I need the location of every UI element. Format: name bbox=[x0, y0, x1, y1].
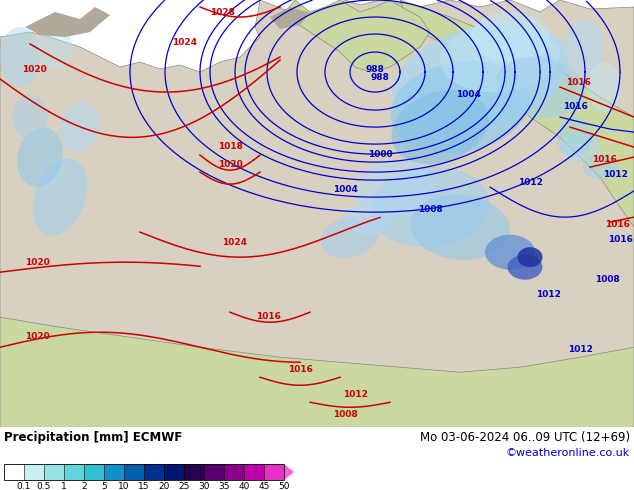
Polygon shape bbox=[244, 464, 264, 480]
Text: 1016: 1016 bbox=[562, 102, 588, 111]
Polygon shape bbox=[285, 0, 430, 72]
Polygon shape bbox=[104, 464, 124, 480]
Polygon shape bbox=[184, 464, 204, 480]
Text: 5: 5 bbox=[101, 482, 107, 490]
Ellipse shape bbox=[13, 95, 48, 140]
Text: 40: 40 bbox=[238, 482, 250, 490]
Text: 0.5: 0.5 bbox=[37, 482, 51, 490]
Ellipse shape bbox=[564, 20, 604, 74]
Ellipse shape bbox=[440, 22, 560, 92]
Text: 45: 45 bbox=[258, 482, 269, 490]
Text: 1000: 1000 bbox=[368, 150, 392, 159]
Ellipse shape bbox=[495, 56, 585, 118]
Text: 1012: 1012 bbox=[567, 345, 592, 354]
Text: 1016: 1016 bbox=[288, 365, 313, 374]
Polygon shape bbox=[4, 464, 24, 480]
Ellipse shape bbox=[0, 27, 40, 87]
Polygon shape bbox=[284, 464, 294, 480]
Text: 15: 15 bbox=[138, 482, 150, 490]
Text: 2: 2 bbox=[81, 482, 87, 490]
Text: 1004: 1004 bbox=[456, 90, 481, 99]
Polygon shape bbox=[25, 7, 110, 37]
Polygon shape bbox=[124, 464, 144, 480]
Text: 0.1: 0.1 bbox=[17, 482, 31, 490]
Text: 1020: 1020 bbox=[25, 258, 49, 267]
Text: 1016: 1016 bbox=[256, 312, 280, 321]
Ellipse shape bbox=[583, 155, 618, 180]
Polygon shape bbox=[204, 464, 224, 480]
Polygon shape bbox=[0, 0, 634, 427]
Text: 25: 25 bbox=[178, 482, 190, 490]
Ellipse shape bbox=[33, 159, 87, 236]
Text: 988: 988 bbox=[370, 73, 389, 82]
Polygon shape bbox=[44, 464, 64, 480]
Polygon shape bbox=[270, 7, 310, 29]
Polygon shape bbox=[24, 464, 44, 480]
Polygon shape bbox=[0, 317, 634, 427]
Ellipse shape bbox=[60, 102, 100, 152]
Text: 1020: 1020 bbox=[22, 65, 47, 74]
Polygon shape bbox=[164, 464, 184, 480]
Text: 1008: 1008 bbox=[418, 205, 443, 214]
Text: 35: 35 bbox=[218, 482, 230, 490]
Ellipse shape bbox=[391, 61, 529, 153]
Text: Mo 03-06-2024 06..09 UTC (12+69): Mo 03-06-2024 06..09 UTC (12+69) bbox=[420, 431, 630, 444]
Text: 988: 988 bbox=[366, 65, 384, 74]
Text: 1024: 1024 bbox=[172, 38, 198, 47]
Text: 20: 20 bbox=[158, 482, 170, 490]
Ellipse shape bbox=[370, 167, 490, 247]
Ellipse shape bbox=[557, 117, 592, 157]
Text: 1028: 1028 bbox=[210, 8, 235, 17]
Text: 1012: 1012 bbox=[517, 178, 543, 187]
Text: Precipitation [mm] ECMWF: Precipitation [mm] ECMWF bbox=[4, 431, 182, 444]
Ellipse shape bbox=[470, 12, 550, 62]
Text: 10: 10 bbox=[119, 482, 130, 490]
Polygon shape bbox=[144, 464, 164, 480]
Ellipse shape bbox=[345, 199, 395, 235]
Text: ©weatheronline.co.uk: ©weatheronline.co.uk bbox=[506, 448, 630, 458]
Text: 1016: 1016 bbox=[566, 78, 590, 87]
Text: 1008: 1008 bbox=[333, 410, 358, 419]
Ellipse shape bbox=[321, 216, 379, 258]
Text: 1024: 1024 bbox=[223, 238, 247, 247]
Text: 1020: 1020 bbox=[25, 332, 49, 341]
Ellipse shape bbox=[37, 24, 73, 70]
Text: 1012: 1012 bbox=[342, 390, 368, 399]
Polygon shape bbox=[64, 464, 84, 480]
Text: 1008: 1008 bbox=[595, 275, 619, 284]
Ellipse shape bbox=[392, 90, 488, 164]
Text: 1004: 1004 bbox=[333, 185, 358, 194]
Text: 1012: 1012 bbox=[536, 290, 560, 299]
Text: 1016: 1016 bbox=[605, 220, 630, 229]
Ellipse shape bbox=[507, 255, 543, 280]
Ellipse shape bbox=[410, 195, 510, 260]
Text: 1: 1 bbox=[61, 482, 67, 490]
Ellipse shape bbox=[586, 62, 621, 112]
Ellipse shape bbox=[392, 24, 568, 131]
Text: 1018: 1018 bbox=[217, 142, 242, 151]
Text: 30: 30 bbox=[198, 482, 210, 490]
Ellipse shape bbox=[355, 159, 435, 215]
Polygon shape bbox=[400, 0, 634, 227]
Polygon shape bbox=[84, 464, 104, 480]
Polygon shape bbox=[264, 464, 284, 480]
Text: 1016: 1016 bbox=[607, 235, 633, 244]
Text: 50: 50 bbox=[278, 482, 290, 490]
Ellipse shape bbox=[560, 132, 600, 162]
Ellipse shape bbox=[517, 247, 543, 267]
Text: 1016: 1016 bbox=[592, 155, 616, 164]
Ellipse shape bbox=[17, 127, 63, 187]
Ellipse shape bbox=[485, 235, 535, 270]
Polygon shape bbox=[224, 464, 244, 480]
Text: 1020: 1020 bbox=[217, 160, 242, 169]
Text: 1012: 1012 bbox=[602, 170, 628, 179]
